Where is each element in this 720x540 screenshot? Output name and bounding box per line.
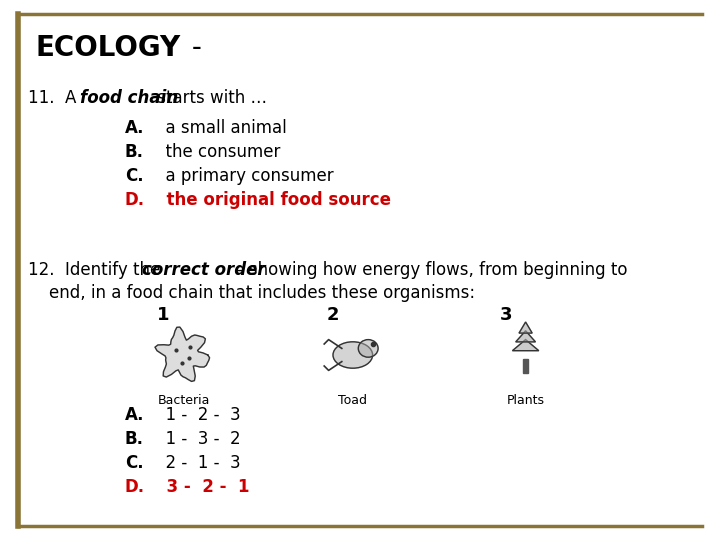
Polygon shape: [519, 322, 532, 333]
Text: end, in a food chain that includes these organisms:: end, in a food chain that includes these…: [28, 284, 475, 302]
Bar: [523, 360, 528, 373]
Text: – showing how energy flows, from beginning to: – showing how energy flows, from beginni…: [230, 261, 628, 279]
Polygon shape: [516, 331, 536, 342]
Text: correct order: correct order: [142, 261, 266, 279]
Text: 2 -  1 -  3: 2 - 1 - 3: [155, 454, 240, 472]
Ellipse shape: [359, 340, 378, 357]
Text: -: -: [183, 34, 202, 62]
Text: Bacteria: Bacteria: [158, 394, 210, 407]
Text: 1: 1: [158, 306, 170, 324]
Text: 1 -  2 -  3: 1 - 2 - 3: [155, 406, 240, 424]
Text: C.: C.: [125, 454, 143, 472]
Text: 3 -  2 -  1: 3 - 2 - 1: [155, 478, 250, 496]
Text: 2: 2: [327, 306, 339, 324]
Polygon shape: [155, 327, 210, 381]
Text: A.: A.: [125, 119, 145, 137]
Polygon shape: [513, 340, 539, 350]
Text: a small animal: a small animal: [155, 119, 287, 137]
Text: Plants: Plants: [507, 394, 544, 407]
Text: 11.  A: 11. A: [28, 89, 81, 107]
Text: 12.  Identify the: 12. Identify the: [28, 261, 166, 279]
Text: C.: C.: [125, 167, 143, 185]
Text: the consumer: the consumer: [155, 143, 280, 161]
Text: A.: A.: [125, 406, 145, 424]
Text: starts with …: starts with …: [152, 89, 267, 107]
Text: ECOLOGY: ECOLOGY: [35, 34, 180, 62]
Text: B.: B.: [125, 430, 144, 448]
Text: 1 -  3 -  2: 1 - 3 - 2: [155, 430, 240, 448]
Text: food chain: food chain: [80, 89, 179, 107]
Text: B.: B.: [125, 143, 144, 161]
Text: 3: 3: [500, 306, 512, 324]
Text: Toad: Toad: [338, 394, 367, 407]
Text: D.: D.: [125, 478, 145, 496]
Text: the original food source: the original food source: [155, 191, 391, 209]
Text: D.: D.: [125, 191, 145, 209]
Text: a primary consumer: a primary consumer: [155, 167, 333, 185]
Ellipse shape: [333, 342, 373, 368]
